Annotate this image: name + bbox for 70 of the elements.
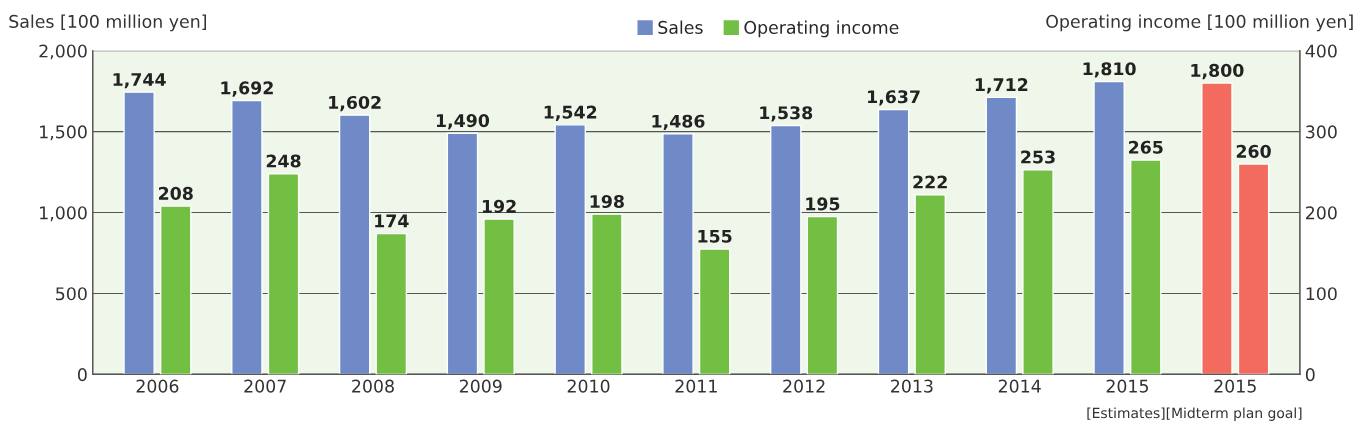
x-tick-label: 2008 (352, 379, 394, 393)
y-axis-title: Sales [100 million yen] (9, 14, 206, 32)
y2-tick-label: 300 (1306, 125, 1337, 139)
data-label: 198 (590, 194, 624, 209)
x-tick-label: 2006 (136, 379, 179, 393)
bar (769, 124, 802, 375)
bar (267, 173, 300, 375)
data-label: 265 (1129, 140, 1163, 154)
y2-tick-label: 100 (1306, 287, 1337, 301)
bar (698, 248, 731, 375)
bar (483, 218, 515, 375)
bar (877, 108, 910, 375)
bar (591, 213, 623, 375)
bar (1022, 168, 1054, 375)
data-label: 1,810 (1083, 62, 1136, 78)
bar (159, 205, 192, 375)
data-label: 174 (375, 214, 409, 228)
data-label: 1,712 (975, 78, 1028, 94)
y-tick-label: 2,000 (39, 44, 87, 60)
data-label: 1,744 (113, 73, 166, 89)
data-label: 1,800 (1191, 63, 1244, 80)
y2-axis-title: Operating income [100 million yen] (1046, 14, 1353, 32)
data-label: 260 (1236, 144, 1271, 158)
y-tick-label: 1,500 (40, 125, 87, 141)
legend-label: Operating income (744, 20, 899, 38)
bar (446, 132, 479, 375)
bar (1237, 163, 1270, 375)
text: [Estimates][Midterm plan goal] (1087, 407, 1302, 421)
x-tick-label: 2015 (1106, 379, 1149, 393)
bar (1129, 159, 1162, 375)
data-label: 222 (913, 175, 947, 189)
y-tick-label: 500 (56, 287, 87, 301)
x-tick-label: 2015 (1214, 379, 1256, 393)
data-label: 1,692 (221, 81, 273, 97)
data-label: 1,602 (329, 95, 381, 112)
y2-tick-label: 0 (1305, 368, 1315, 382)
bar (1201, 82, 1233, 375)
data-label: 1,542 (544, 105, 597, 121)
bar (806, 215, 839, 375)
x-tick-label: 2012 (783, 379, 825, 393)
x-tick-label: 2010 (567, 379, 610, 393)
bar (914, 194, 946, 375)
data-label: 248 (266, 154, 301, 168)
y-tick-label: 0 (77, 368, 87, 382)
data-label: 253 (1021, 150, 1055, 164)
data-label: 192 (482, 199, 516, 213)
data-label: 1,486 (652, 114, 705, 130)
y-tick-label: 1,000 (40, 206, 87, 222)
data-label: 195 (806, 197, 840, 211)
x-tick-label: 2011 (675, 379, 717, 393)
bar (375, 232, 408, 375)
bar (985, 96, 1018, 375)
bar (554, 124, 587, 375)
bar (1093, 80, 1125, 375)
x-tick-label: 2013 (891, 379, 933, 393)
bar (231, 99, 263, 375)
data-label: 1,637 (868, 90, 920, 106)
x-tick-label: 2009 (459, 379, 502, 393)
data-label: 208 (159, 186, 193, 200)
bar (123, 91, 155, 375)
data-label: 1,490 (436, 114, 490, 130)
x-tick-label: 2014 (998, 379, 1041, 393)
bar (662, 133, 694, 375)
data-label: 155 (698, 229, 732, 243)
legend-label: Sales (658, 20, 703, 34)
y2-tick-label: 400 (1305, 44, 1337, 58)
data-label: 1,538 (760, 106, 813, 122)
x-tick-label: 2007 (244, 379, 286, 393)
y2-tick-label: 200 (1306, 206, 1337, 220)
bar (338, 114, 371, 375)
